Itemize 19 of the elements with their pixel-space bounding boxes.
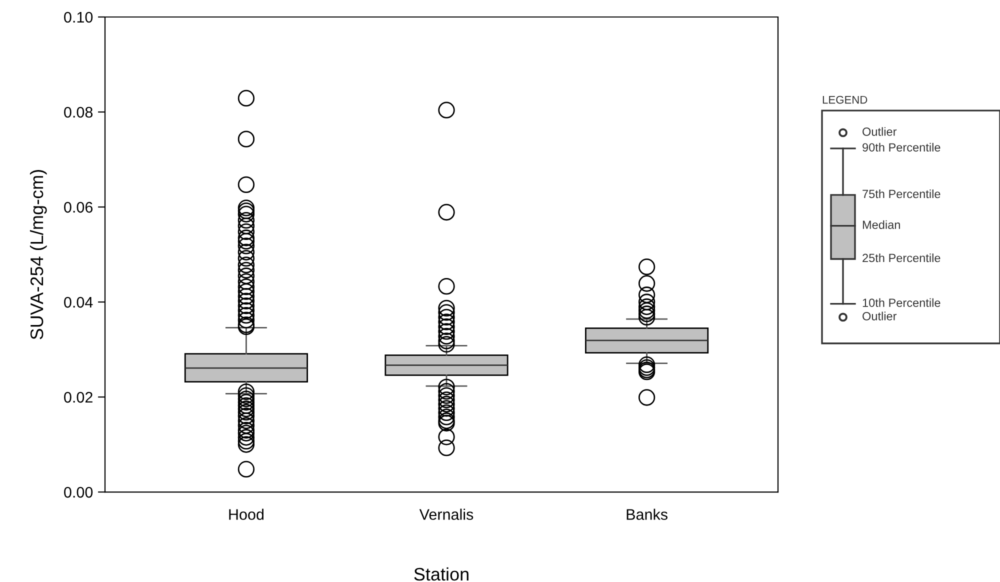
y-tick-label: 0.04 <box>64 296 93 308</box>
text: Median <box>862 220 900 229</box>
text: LEGEND <box>822 96 868 104</box>
x-tick-label: Vernalis <box>419 508 474 520</box>
text: 10th Percentile <box>862 298 940 307</box>
y-tick-label: 0.06 <box>64 202 93 213</box>
text: Outlier <box>862 312 897 320</box>
y-tick-label: 0.10 <box>64 12 93 23</box>
x-axis-title: Station <box>414 567 468 581</box>
y-axis-title: SUVA-254 (L/mg-cm) <box>30 170 47 340</box>
x-tick-label: Banks <box>626 508 668 520</box>
text: 75th Percentile <box>862 189 940 198</box>
text: Outlier <box>862 127 897 136</box>
y-tick-label: 0.02 <box>64 392 92 403</box>
text: 25th Percentile <box>862 253 940 262</box>
y-tick-label: 0.08 <box>64 106 93 118</box>
text: 90th Percentile <box>862 142 940 152</box>
x-tick-label: Hood <box>229 508 264 520</box>
y-tick-label: 0.00 <box>64 486 93 498</box>
